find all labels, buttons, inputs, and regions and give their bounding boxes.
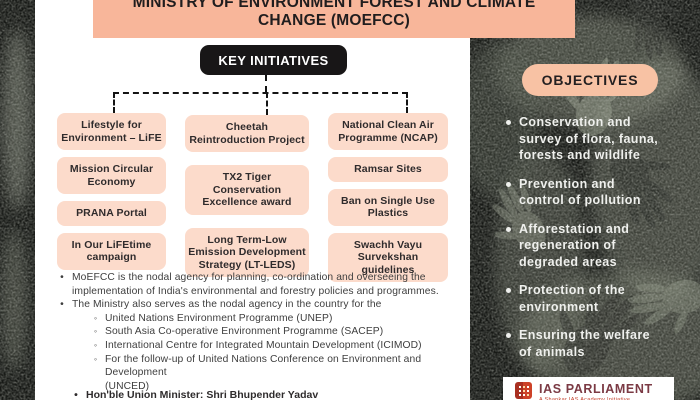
note-text: MoEFCC is the nodal agency for planning,…	[72, 272, 439, 297]
objective-item: Prevention and control of pollution	[506, 176, 674, 209]
note-item: The Ministry also serves as the nodal ag…	[58, 298, 460, 312]
objectives-list: Conservation and survey of flora, fauna,…	[506, 114, 674, 372]
objective-text: Conservation and survey of flora, fauna,…	[519, 115, 659, 162]
union-minister-text: Hon'ble Union Minister: Shri Bhupender Y…	[86, 389, 319, 400]
initiative-box-ncap: National Clean Air Programme (NCAP)	[328, 113, 448, 150]
note-subitem: International Centre for Integrated Moun…	[92, 339, 460, 353]
key-initiatives-label: KEY INITIATIVES	[218, 52, 329, 68]
initiatives-column-middle: Cheetah Reintroduction Project TX2 Tiger…	[185, 115, 309, 277]
logo-tagline: A Shankar IAS Academy Initiative	[539, 397, 631, 400]
note-subitem: For the follow-up of United Nations Conf…	[92, 353, 460, 394]
initiatives-column-left: Lifestyle for Environment – LiFE Mission…	[57, 113, 166, 270]
ias-parliament-logo: IAS PARLIAMENT A Shankar IAS Academy Ini…	[503, 377, 674, 400]
initiative-box-cheetah: Cheetah Reintroduction Project	[185, 115, 309, 152]
note-subtext: For the follow-up of United Nations Conf…	[105, 353, 422, 392]
note-text: The Ministry also serves as the nodal ag…	[72, 299, 382, 311]
objectives-title: OBJECTIVES	[541, 72, 639, 88]
bullet-dot-icon	[506, 288, 511, 293]
objective-item: Protection of the environment	[506, 282, 674, 315]
notes-section: MoEFCC is the nodal agency for planning,…	[58, 271, 460, 393]
note-subitem: South Asia Co-operative Environment Prog…	[92, 325, 460, 339]
note-subtext: South Asia Co-operative Environment Prog…	[105, 326, 384, 338]
objective-item: Conservation and survey of flora, fauna,…	[506, 114, 674, 164]
objective-text: Prevention and control of pollution	[519, 176, 641, 208]
initiative-box-plastics-ban: Ban on Single Use Plastics	[328, 188, 448, 226]
title-banner: MINISTRY OF ENVIRONMENT FOREST AND CLIMA…	[93, 0, 575, 38]
note-subtext: United Nations Environment Programme (UN…	[105, 312, 333, 324]
initiative-box-prana-portal: PRANA Portal	[57, 201, 166, 226]
objective-text: Ensuring the welfare of animals	[519, 328, 650, 359]
initiative-box-ramsar-sites: Ramsar Sites	[328, 157, 448, 182]
initiative-box-life: Lifestyle for Environment – LiFE	[57, 113, 166, 150]
connector-drop-right	[406, 92, 408, 113]
objective-item: Ensuring the welfare of animals	[506, 327, 674, 360]
initiative-box-lifetime-campaign: In Our LiFEtime campaign	[57, 232, 166, 270]
initiatives-column-right: National Clean Air Programme (NCAP) Rams…	[328, 113, 448, 282]
page-title: MINISTRY OF ENVIRONMENT FOREST AND CLIMA…	[132, 0, 536, 29]
initiative-box-tx2-tiger: TX2 Tiger Conservation Excellence award	[185, 165, 309, 215]
connector-drop-left	[113, 92, 115, 113]
objective-text: Afforestation and regeneration of degrad…	[519, 221, 630, 269]
connector-crossbar	[113, 92, 408, 94]
note-sublist: United Nations Environment Programme (UN…	[92, 312, 460, 394]
logo-name: IAS PARLIAMENT	[539, 382, 653, 396]
initiative-box-lt-leds: Long Term-Low Emission Development Strat…	[185, 227, 309, 277]
note-item: MoEFCC is the nodal agency for planning,…	[58, 271, 460, 298]
objectives-header: OBJECTIVES	[522, 64, 658, 96]
objective-text: Protection of the environment	[519, 283, 626, 314]
ias-parliament-icon	[515, 382, 532, 399]
connector-stem	[265, 75, 267, 92]
note-subtext: International Centre for Integrated Moun…	[105, 339, 422, 351]
note-subitem: United Nations Environment Programme (UN…	[92, 312, 460, 326]
initiative-box-circular-economy: Mission Circular Economy	[57, 157, 166, 194]
connector-drop-middle	[266, 92, 268, 115]
bullet-dot-icon	[506, 333, 511, 338]
bullet-dot-icon	[506, 181, 511, 187]
bullet-dot-icon	[506, 226, 511, 232]
bullet-dot-icon	[506, 120, 511, 125]
key-initiatives-header: KEY INITIATIVES	[200, 45, 347, 75]
union-minister-note: Hon'ble Union Minister: Shri Bhupender Y…	[72, 389, 318, 400]
objective-item: Afforestation and regeneration of degrad…	[506, 221, 674, 271]
